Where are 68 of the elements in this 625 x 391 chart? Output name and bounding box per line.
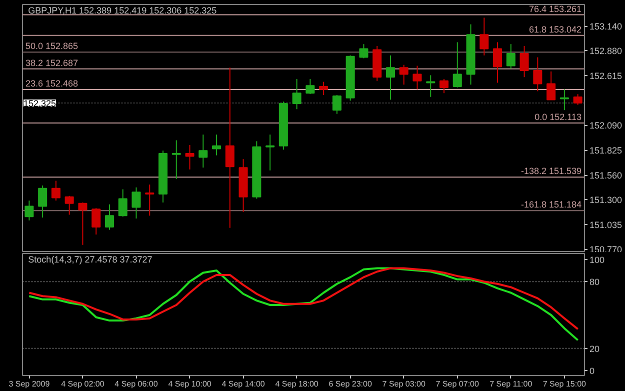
y-tick-label: 100 bbox=[590, 254, 605, 265]
candlestick bbox=[104, 204, 114, 230]
candlestick bbox=[145, 184, 154, 216]
x-tick-label: 7 Sep 11:00 bbox=[490, 380, 533, 388]
chart-title: GBPJPY,H1 152.389 152.419 152.306 152.325 bbox=[28, 6, 217, 16]
ref-line-label: 23.6 152.468 bbox=[26, 78, 78, 89]
x-tick-label: 6 Sep 23:00 bbox=[328, 380, 372, 388]
ref-line-label: 0.0 152.113 bbox=[534, 112, 582, 122]
candlestick bbox=[439, 78, 449, 94]
x-tick-label: 3 Sep 2009 bbox=[8, 380, 50, 388]
x-tick-label: 7 Sep 15:00 bbox=[542, 380, 587, 388]
candlestick bbox=[212, 134, 222, 156]
candlestick bbox=[132, 186, 141, 220]
candlestick bbox=[172, 140, 181, 180]
y-tick-label: 0 bbox=[590, 366, 595, 376]
candlestick bbox=[399, 64, 408, 86]
candlestick bbox=[480, 17, 489, 56]
y-tick-label: 20 bbox=[590, 344, 600, 354]
y-tick-label: 151.300 bbox=[590, 195, 622, 206]
y-tick-label: 152.880 bbox=[590, 46, 622, 56]
x-tick-label: 4 Sep 14:00 bbox=[222, 380, 266, 388]
ref-line-label: 152.325 bbox=[24, 98, 56, 109]
candlestick bbox=[51, 180, 60, 202]
candlestick bbox=[332, 94, 342, 114]
candlestick bbox=[319, 81, 328, 96]
candlestick bbox=[386, 54, 395, 100]
candlestick bbox=[506, 44, 516, 70]
ref-line-label: 38.2 152.687 bbox=[26, 58, 78, 68]
candlestick bbox=[533, 56, 542, 92]
candlestick bbox=[292, 78, 302, 110]
candlestick bbox=[92, 208, 101, 236]
candlestick bbox=[225, 67, 234, 228]
candlestick bbox=[38, 185, 48, 218]
x-tick-label: 7 Sep 07:00 bbox=[436, 380, 480, 388]
candlestick bbox=[520, 45, 529, 78]
candlestick bbox=[573, 94, 582, 106]
candlestick bbox=[185, 144, 194, 170]
candlestick bbox=[493, 42, 502, 84]
x-tick-label: 4 Sep 02:00 bbox=[61, 380, 105, 388]
candlestick bbox=[266, 134, 275, 171]
candlestick bbox=[546, 70, 556, 100]
x-tick-label: 4 Sep 18:00 bbox=[275, 380, 319, 388]
candlestick bbox=[306, 78, 315, 95]
y-tick-label: 151.560 bbox=[590, 170, 622, 181]
ref-line-label: 61.8 153.042 bbox=[528, 24, 582, 34]
candlestick bbox=[359, 44, 368, 59]
y-tick-label: 153.140 bbox=[590, 22, 622, 32]
x-tick-label: 4 Sep 06:00 bbox=[114, 380, 158, 388]
candlestick bbox=[64, 195, 74, 216]
y-tick-label: 151.035 bbox=[590, 220, 622, 230]
candlestick bbox=[78, 202, 88, 246]
y-tick-label: 152.615 bbox=[590, 71, 622, 82]
y-tick-label: 151.825 bbox=[590, 146, 622, 156]
ref-line-label: 76.4 153.261 bbox=[528, 4, 582, 14]
chart-title: Stoch(14,3,7) 27.4578 37.3727 bbox=[28, 254, 152, 264]
y-tick-label: 80 bbox=[590, 277, 600, 288]
y-tick-label: 152.090 bbox=[590, 120, 622, 131]
x-tick-label: 7 Sep 03:00 bbox=[382, 380, 426, 388]
candlestick bbox=[412, 65, 422, 90]
candlestick bbox=[118, 188, 128, 218]
candlestick bbox=[198, 134, 208, 168]
ref-line-label: -138.2 151.539 bbox=[520, 166, 582, 176]
candlestick bbox=[452, 42, 462, 88]
x-tick-label: 4 Sep 10:00 bbox=[168, 380, 212, 388]
ref-line-label: 50.0 152.865 bbox=[26, 41, 78, 52]
ref-line-label: -161.8 151.184 bbox=[520, 200, 582, 210]
candlestick bbox=[24, 200, 34, 221]
candlestick bbox=[560, 88, 569, 111]
